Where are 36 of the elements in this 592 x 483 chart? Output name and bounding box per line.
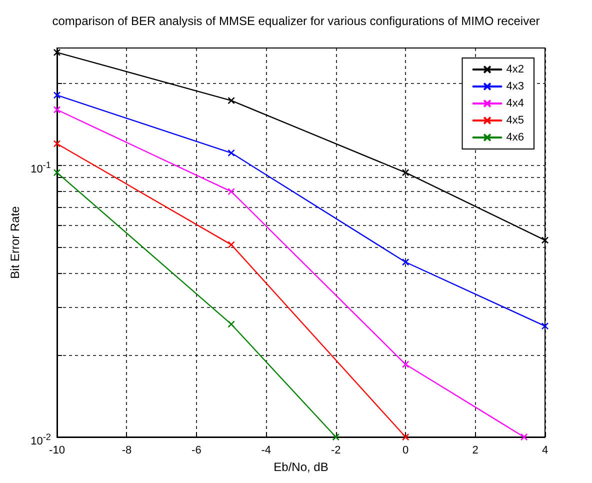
point bbox=[332, 433, 340, 441]
legend-label: 4x3 bbox=[506, 80, 524, 92]
point bbox=[520, 433, 528, 441]
point bbox=[53, 168, 61, 176]
point bbox=[53, 106, 61, 114]
x-tick-label: -6 bbox=[192, 444, 202, 456]
point bbox=[228, 149, 235, 157]
x-tick-label: 0 bbox=[402, 444, 409, 456]
point bbox=[402, 360, 410, 368]
point bbox=[541, 236, 549, 244]
point bbox=[53, 48, 61, 56]
x-tick-label: 2 bbox=[472, 444, 478, 456]
point bbox=[53, 140, 61, 148]
x-axis-title: Eb/No, dB bbox=[274, 460, 328, 474]
legend-label: 4x6 bbox=[506, 132, 524, 144]
point bbox=[228, 241, 235, 248]
x-tick-label: -10 bbox=[49, 444, 65, 456]
legend-label: 4x4 bbox=[506, 98, 524, 110]
point bbox=[228, 188, 235, 196]
x-tick-label: 4 bbox=[542, 444, 548, 456]
point bbox=[53, 92, 61, 99]
y-tick-label: 10$^{-1}$ bbox=[30, 159, 51, 178]
point bbox=[402, 258, 410, 266]
y-tick-label: 10$^{-2}$ bbox=[30, 431, 51, 448]
legend-label: 4x5 bbox=[506, 114, 524, 126]
chart-title: comparison of BER analysis of MMSE equalizer for various configurations of MIMO receiver bbox=[52, 14, 540, 28]
point bbox=[228, 320, 235, 328]
point bbox=[402, 168, 410, 176]
x-tick-label: -2 bbox=[330, 444, 341, 456]
point bbox=[541, 322, 549, 330]
legend-label: 4x2 bbox=[506, 64, 524, 76]
point bbox=[402, 433, 410, 441]
x-tick-label: -4 bbox=[261, 444, 272, 456]
point bbox=[228, 96, 235, 104]
x-tick-label: -8 bbox=[122, 444, 132, 456]
y-axis-title: Bit Error Rate bbox=[8, 206, 22, 279]
